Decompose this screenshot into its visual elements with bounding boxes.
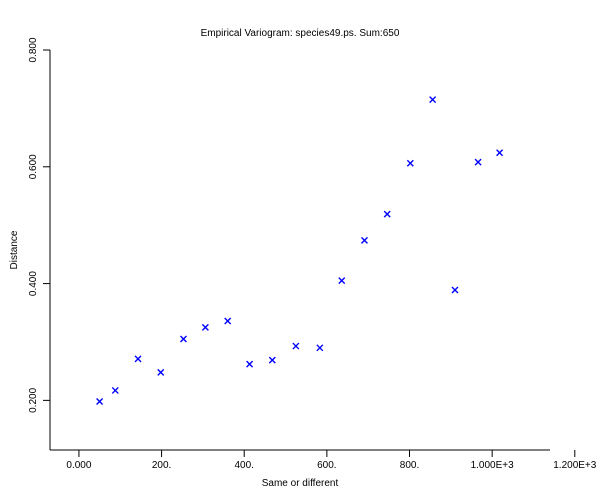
y-axis-label: Distance <box>9 230 20 269</box>
point-marker-stroke <box>383 210 391 218</box>
data-point <box>496 149 504 157</box>
data-point <box>360 236 368 244</box>
x-axis-label: Same or different <box>262 478 339 489</box>
y-tick-label: 0.600 <box>28 154 39 179</box>
x-tick-label: 0.000 <box>66 460 91 471</box>
chart-title: Empirical Variogram: species49.ps. Sum:6… <box>201 28 400 39</box>
point-marker-stroke <box>451 286 459 294</box>
data-point <box>134 355 142 363</box>
x-tick-label: 400. <box>234 460 253 471</box>
data-point <box>268 356 276 364</box>
data-point <box>474 158 482 166</box>
y-axis-ticks: 0.200 0.400 0.600 0.800 <box>28 37 50 413</box>
point-marker-stroke <box>134 355 142 363</box>
point-marker-stroke <box>224 317 232 325</box>
point-marker-stroke <box>157 368 165 376</box>
point-marker-stroke <box>496 149 504 157</box>
x-tick-label: 200. <box>152 460 171 471</box>
point-marker-stroke <box>179 335 187 343</box>
data-point <box>316 344 324 352</box>
point-marker-stroke <box>338 277 346 285</box>
data-point <box>179 335 187 343</box>
x-axis-ticks: 0.000 200. 400. 600. 800. 1.000E+3 1.200E+3 <box>66 450 597 471</box>
x-tick-label: 600. <box>317 460 336 471</box>
data-point <box>406 159 414 167</box>
y-tick-label: 0.800 <box>28 37 39 62</box>
y-tick-label: 0.200 <box>28 387 39 412</box>
point-marker-stroke <box>111 386 119 394</box>
data-point <box>157 368 165 376</box>
x-tick-label: 1.000E+3 <box>471 460 515 471</box>
point-marker-stroke <box>246 360 254 368</box>
point-marker-stroke <box>96 398 104 406</box>
data-point <box>451 286 459 294</box>
point-marker-stroke <box>268 356 276 364</box>
data-point <box>96 398 104 406</box>
point-marker-stroke <box>292 342 300 350</box>
data-point <box>383 210 391 218</box>
point-marker-stroke <box>406 159 414 167</box>
data-point <box>338 277 346 285</box>
x-tick-label: 800. <box>400 460 419 471</box>
x-tick-label: 1.200E+3 <box>553 460 597 471</box>
point-marker-stroke <box>201 323 209 331</box>
data-point <box>429 96 437 104</box>
data-point <box>201 323 209 331</box>
point-marker-stroke <box>316 344 324 352</box>
data-point <box>292 342 300 350</box>
data-point <box>246 360 254 368</box>
point-marker-stroke <box>429 96 437 104</box>
y-tick-label: 0.400 <box>28 271 39 296</box>
point-marker-stroke <box>474 158 482 166</box>
data-points <box>96 96 504 406</box>
data-point <box>111 386 119 394</box>
point-marker-stroke <box>360 236 368 244</box>
data-point <box>224 317 232 325</box>
